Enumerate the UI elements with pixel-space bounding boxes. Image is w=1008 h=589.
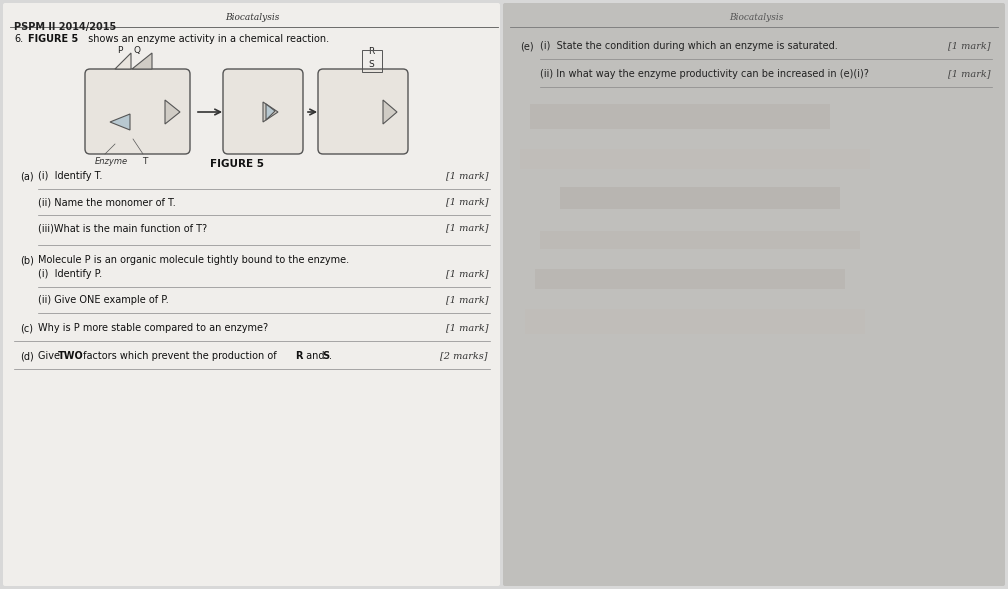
Text: (ii) Name the monomer of T.: (ii) Name the monomer of T. [38, 197, 175, 207]
Bar [525, 309, 865, 334]
FancyBboxPatch shape [223, 69, 303, 154]
Text: R: R [295, 351, 302, 361]
Text: (d): (d) [20, 351, 33, 361]
Text: (b): (b) [20, 255, 34, 265]
Text: factors which prevent the production of: factors which prevent the production of [80, 351, 280, 361]
Polygon shape [132, 53, 152, 69]
Text: (ii) Give ONE example of P.: (ii) Give ONE example of P. [38, 295, 168, 305]
Text: [1 mark]: [1 mark] [446, 295, 488, 304]
Text: R: R [368, 47, 374, 56]
Text: [1 mark]: [1 mark] [446, 223, 488, 232]
Text: Biocatalysis: Biocatalysis [225, 13, 279, 22]
Polygon shape [263, 102, 278, 122]
Text: TWO: TWO [58, 351, 84, 361]
Bar [535, 269, 845, 289]
Text: [1 mark]: [1 mark] [446, 171, 488, 180]
Text: Enzyme: Enzyme [95, 157, 128, 166]
Polygon shape [266, 104, 275, 120]
Polygon shape [383, 100, 397, 124]
Text: FIGURE 5: FIGURE 5 [28, 34, 79, 44]
Bar [560, 187, 840, 209]
Text: (a): (a) [20, 171, 33, 181]
Text: T: T [142, 157, 147, 166]
Text: Biocatalysis: Biocatalysis [729, 13, 783, 22]
Text: S: S [368, 60, 374, 69]
FancyBboxPatch shape [85, 69, 190, 154]
Text: (e): (e) [520, 41, 533, 51]
FancyBboxPatch shape [3, 3, 500, 586]
Text: PSPM II 2014/2015: PSPM II 2014/2015 [14, 22, 116, 32]
Bar [540, 231, 860, 249]
Text: (i)  Identify T.: (i) Identify T. [38, 171, 103, 181]
Text: Give: Give [38, 351, 64, 361]
Polygon shape [110, 114, 130, 130]
Text: Molecule P is an organic molecule tightly bound to the enzyme.: Molecule P is an organic molecule tightl… [38, 255, 349, 265]
Bar [520, 149, 870, 169]
Text: (ii) In what way the enzyme productivity can be increased in (e)(i)?: (ii) In what way the enzyme productivity… [540, 69, 869, 79]
Text: .: . [329, 351, 332, 361]
Text: [1 mark]: [1 mark] [948, 41, 990, 50]
Text: [2 marks]: [2 marks] [440, 351, 488, 360]
Text: Q: Q [133, 46, 140, 55]
Text: (c): (c) [20, 323, 33, 333]
Text: [1 mark]: [1 mark] [446, 323, 488, 332]
Text: S: S [322, 351, 330, 361]
Text: (i)  Identify P.: (i) Identify P. [38, 269, 102, 279]
FancyBboxPatch shape [318, 69, 408, 154]
Text: shows an enzyme activity in a chemical reaction.: shows an enzyme activity in a chemical r… [85, 34, 330, 44]
Text: [1 mark]: [1 mark] [948, 69, 990, 78]
Text: (iii)What is the main function of T?: (iii)What is the main function of T? [38, 223, 207, 233]
Text: P: P [117, 46, 123, 55]
Polygon shape [115, 53, 131, 69]
Text: FIGURE 5: FIGURE 5 [210, 159, 264, 169]
Text: Why is P more stable compared to an enzyme?: Why is P more stable compared to an enzy… [38, 323, 268, 333]
Text: (i)  State the condition during which an enzyme is saturated.: (i) State the condition during which an … [540, 41, 838, 51]
Bar [530, 104, 830, 129]
FancyBboxPatch shape [503, 3, 1005, 586]
Text: [1 mark]: [1 mark] [446, 269, 488, 278]
Text: [1 mark]: [1 mark] [446, 197, 488, 206]
Text: 6.: 6. [14, 34, 23, 44]
Polygon shape [165, 100, 180, 124]
Text: and: and [303, 351, 328, 361]
